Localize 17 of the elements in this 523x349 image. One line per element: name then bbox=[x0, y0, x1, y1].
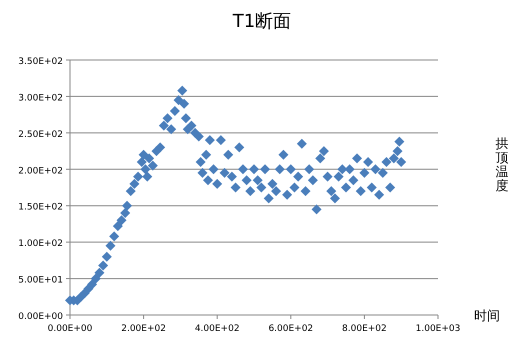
y-tick-label: 3.00E+02 bbox=[18, 93, 63, 104]
x-tick-label: 0.00E+00 bbox=[48, 324, 93, 334]
x-tick-label: 2.00E+02 bbox=[121, 324, 166, 334]
y-tick-label: 2.00E+02 bbox=[18, 166, 63, 176]
chart-title: T1断面 bbox=[232, 11, 292, 32]
x-tick-label: 6.00E+02 bbox=[268, 324, 314, 334]
y-tick-label: 3.50E+02 bbox=[18, 57, 63, 67]
x-axis-title: 时间 bbox=[474, 309, 500, 324]
y-tick-label: 1.00E+02 bbox=[18, 239, 63, 250]
y-tick-label: 0.00E+00 bbox=[18, 312, 64, 322]
y-axis-title: 拱顶温度 bbox=[496, 137, 508, 194]
y-tick-label: 2.50E+02 bbox=[18, 130, 63, 140]
y-tick-label: 1.50E+02 bbox=[18, 202, 63, 213]
y-tick-label: 5.00E+01 bbox=[18, 276, 63, 286]
x-tick-label: 4.00E+02 bbox=[194, 324, 240, 334]
x-tick-label: 1.00E+03 bbox=[416, 324, 460, 334]
x-tick-label: 8.00E+02 bbox=[342, 324, 387, 334]
